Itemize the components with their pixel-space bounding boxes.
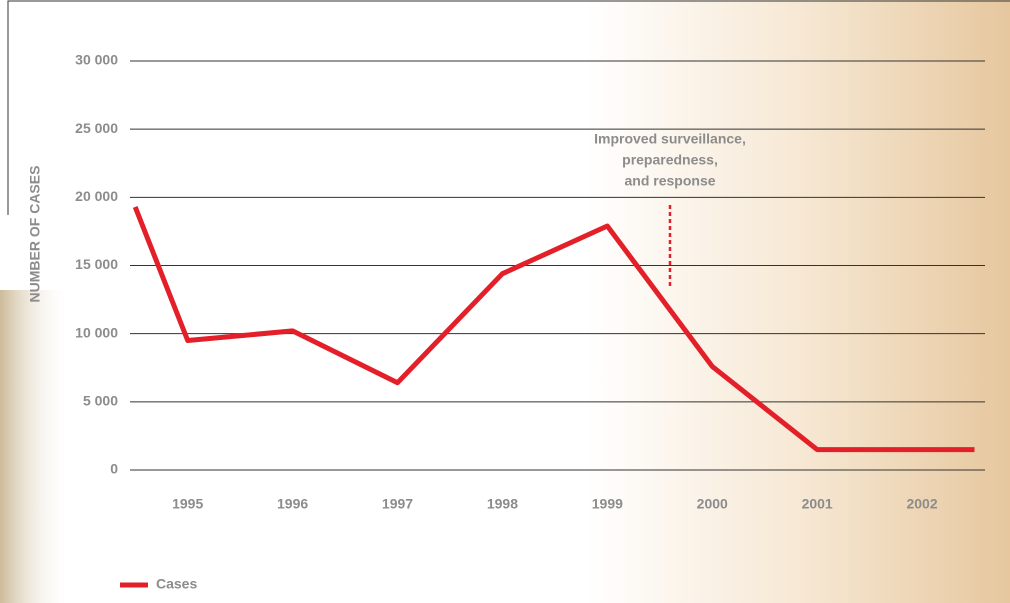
- legend-label: Cases: [156, 576, 197, 592]
- x-tick-label: 1998: [487, 496, 518, 512]
- x-tick-label: 2002: [906, 496, 937, 512]
- x-tick-label: 1997: [382, 496, 413, 512]
- photo-fade: [0, 290, 70, 603]
- annotation-line: and response: [624, 173, 715, 189]
- y-tick-label: 10 000: [75, 324, 118, 340]
- x-tick-label: 1999: [592, 496, 623, 512]
- y-tick-label: 30 000: [75, 52, 118, 68]
- x-tick-label: 1996: [277, 496, 308, 512]
- y-tick-label: 5 000: [83, 393, 118, 409]
- y-tick-label: 0: [110, 461, 118, 477]
- y-tick-label: 15 000: [75, 256, 118, 272]
- y-tick-label: 25 000: [75, 120, 118, 136]
- annotation-line: Improved surveillance,: [594, 131, 746, 147]
- annotation: Improved surveillance, preparedness, and r…: [594, 131, 746, 189]
- data-line: [132, 205, 975, 453]
- annotation-line: preparedness,: [622, 152, 718, 168]
- frame: [7, 0, 1010, 215]
- x-tick-label: 1995: [172, 496, 203, 512]
- y-tick-label: 20 000: [75, 188, 118, 204]
- x-tick-label: 2001: [802, 496, 833, 512]
- y-axis-label: NUMBER OF CASES: [27, 166, 43, 303]
- x-tick-label: 2000: [697, 496, 728, 512]
